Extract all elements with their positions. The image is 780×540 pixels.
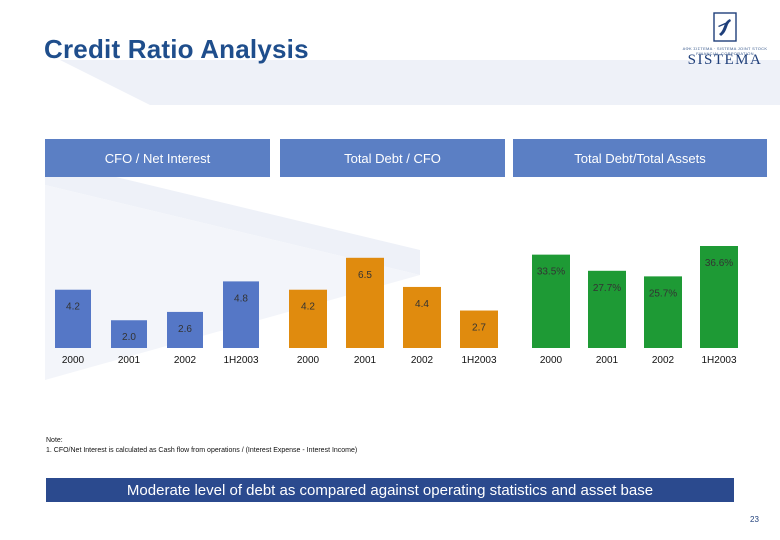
- data-label-total-debt-cfo-1h2003: 2.7: [472, 323, 486, 334]
- data-label-cfo-net-interest-2002: 2.6: [178, 324, 192, 335]
- tick-label-total-debt-total-assets-2002: 2002: [652, 355, 675, 366]
- page-number: 23: [750, 515, 759, 524]
- company-logo: ΑΦΚ ΣΙΣΤΕΜΑ · SISTEMA JOINT STOCK FINANC…: [682, 12, 768, 70]
- footnote: Note: 1. CFO/Net Interest is calculated …: [46, 436, 357, 456]
- chart-total-debt-cfo: 4.2 2000 6.5 2001 4.4 2002 2.7 1H2003: [289, 257, 498, 366]
- tick-label-cfo-net-interest-2000: 2000: [62, 355, 85, 366]
- tick-label-total-debt-cfo-1h2003: 1H2003: [461, 355, 496, 366]
- note-heading: Note:: [46, 437, 63, 444]
- tick-label-total-debt-cfo-2000: 2000: [297, 355, 320, 366]
- bar-cfo-net-interest-1h2003: [223, 281, 259, 348]
- bar-total-debt-total-assets-2002: [644, 276, 682, 348]
- tick-label-total-debt-cfo-2001: 2001: [354, 355, 377, 366]
- tick-label-cfo-net-interest-2002: 2002: [174, 355, 197, 366]
- bar-total-debt-total-assets-2000: [532, 254, 570, 348]
- tick-label-cfo-net-interest-1h2003: 1H2003: [223, 355, 258, 366]
- chart-header-total-debt-total-assets: Total Debt/Total Assets: [513, 139, 767, 177]
- bar-total-debt-cfo-2000: [289, 289, 327, 348]
- tick-label-cfo-net-interest-2001: 2001: [118, 355, 141, 366]
- summary-banner: Moderate level of debt as compared again…: [46, 478, 734, 502]
- data-label-total-debt-cfo-2002: 4.4: [415, 299, 429, 310]
- logo-emblem-icon: [713, 12, 737, 42]
- bar-total-debt-cfo-2001: [346, 257, 384, 348]
- page-title: Credit Ratio Analysis: [44, 34, 309, 64]
- note-text: 1. CFO/Net Interest is calculated as Cas…: [46, 447, 358, 454]
- data-label-total-debt-total-assets-2002: 25.7%: [649, 288, 677, 299]
- bar-cfo-net-interest-2001: [111, 320, 147, 348]
- data-label-total-debt-total-assets-2000: 33.5%: [537, 267, 565, 278]
- bar-total-debt-cfo-2002: [403, 286, 441, 348]
- tick-label-total-debt-cfo-2002: 2002: [411, 355, 434, 366]
- logo-wordmark: SISTEMA: [687, 52, 763, 68]
- logo-tagline: ΑΦΚ ΣΙΣΤΕΜΑ · SISTEMA JOINT STOCK FINANC…: [682, 46, 768, 56]
- data-label-total-debt-cfo-2001: 6.5: [358, 270, 372, 281]
- data-label-cfo-net-interest-1h2003: 4.8: [234, 293, 248, 304]
- chart-header-total-debt-cfo: Total Debt / CFO: [280, 139, 505, 177]
- bar-total-debt-cfo-1h2003: [460, 310, 498, 348]
- chart-cfo-net-interest: 4.2 2000 2.0 2001 2.6 2002 4.8 1H2003: [55, 281, 259, 366]
- chart-total-debt-total-assets: 33.5% 2000 27.7% 2001 25.7% 2002 36.6% 1H2003: [532, 246, 738, 366]
- tick-label-total-debt-total-assets-2000: 2000: [540, 355, 563, 366]
- bar-total-debt-total-assets-1h2003: [700, 246, 738, 348]
- data-label-total-debt-total-assets-1h2003: 36.6%: [705, 258, 733, 269]
- bar-cfo-net-interest-2000: [55, 289, 91, 348]
- data-label-cfo-net-interest-2000: 4.2: [66, 302, 80, 313]
- bar-cfo-net-interest-2002: [167, 311, 203, 348]
- tick-label-total-debt-total-assets-1h2003: 1H2003: [701, 355, 736, 366]
- tick-label-total-debt-total-assets-2001: 2001: [596, 355, 619, 366]
- bar-total-debt-total-assets-2001: [588, 270, 626, 348]
- chart-header-cfo-net-interest: CFO / Net Interest: [45, 139, 270, 177]
- data-label-total-debt-total-assets-2001: 27.7%: [593, 283, 621, 294]
- data-label-total-debt-cfo-2000: 4.2: [301, 302, 315, 313]
- data-label-cfo-net-interest-2001: 2.0: [122, 332, 136, 343]
